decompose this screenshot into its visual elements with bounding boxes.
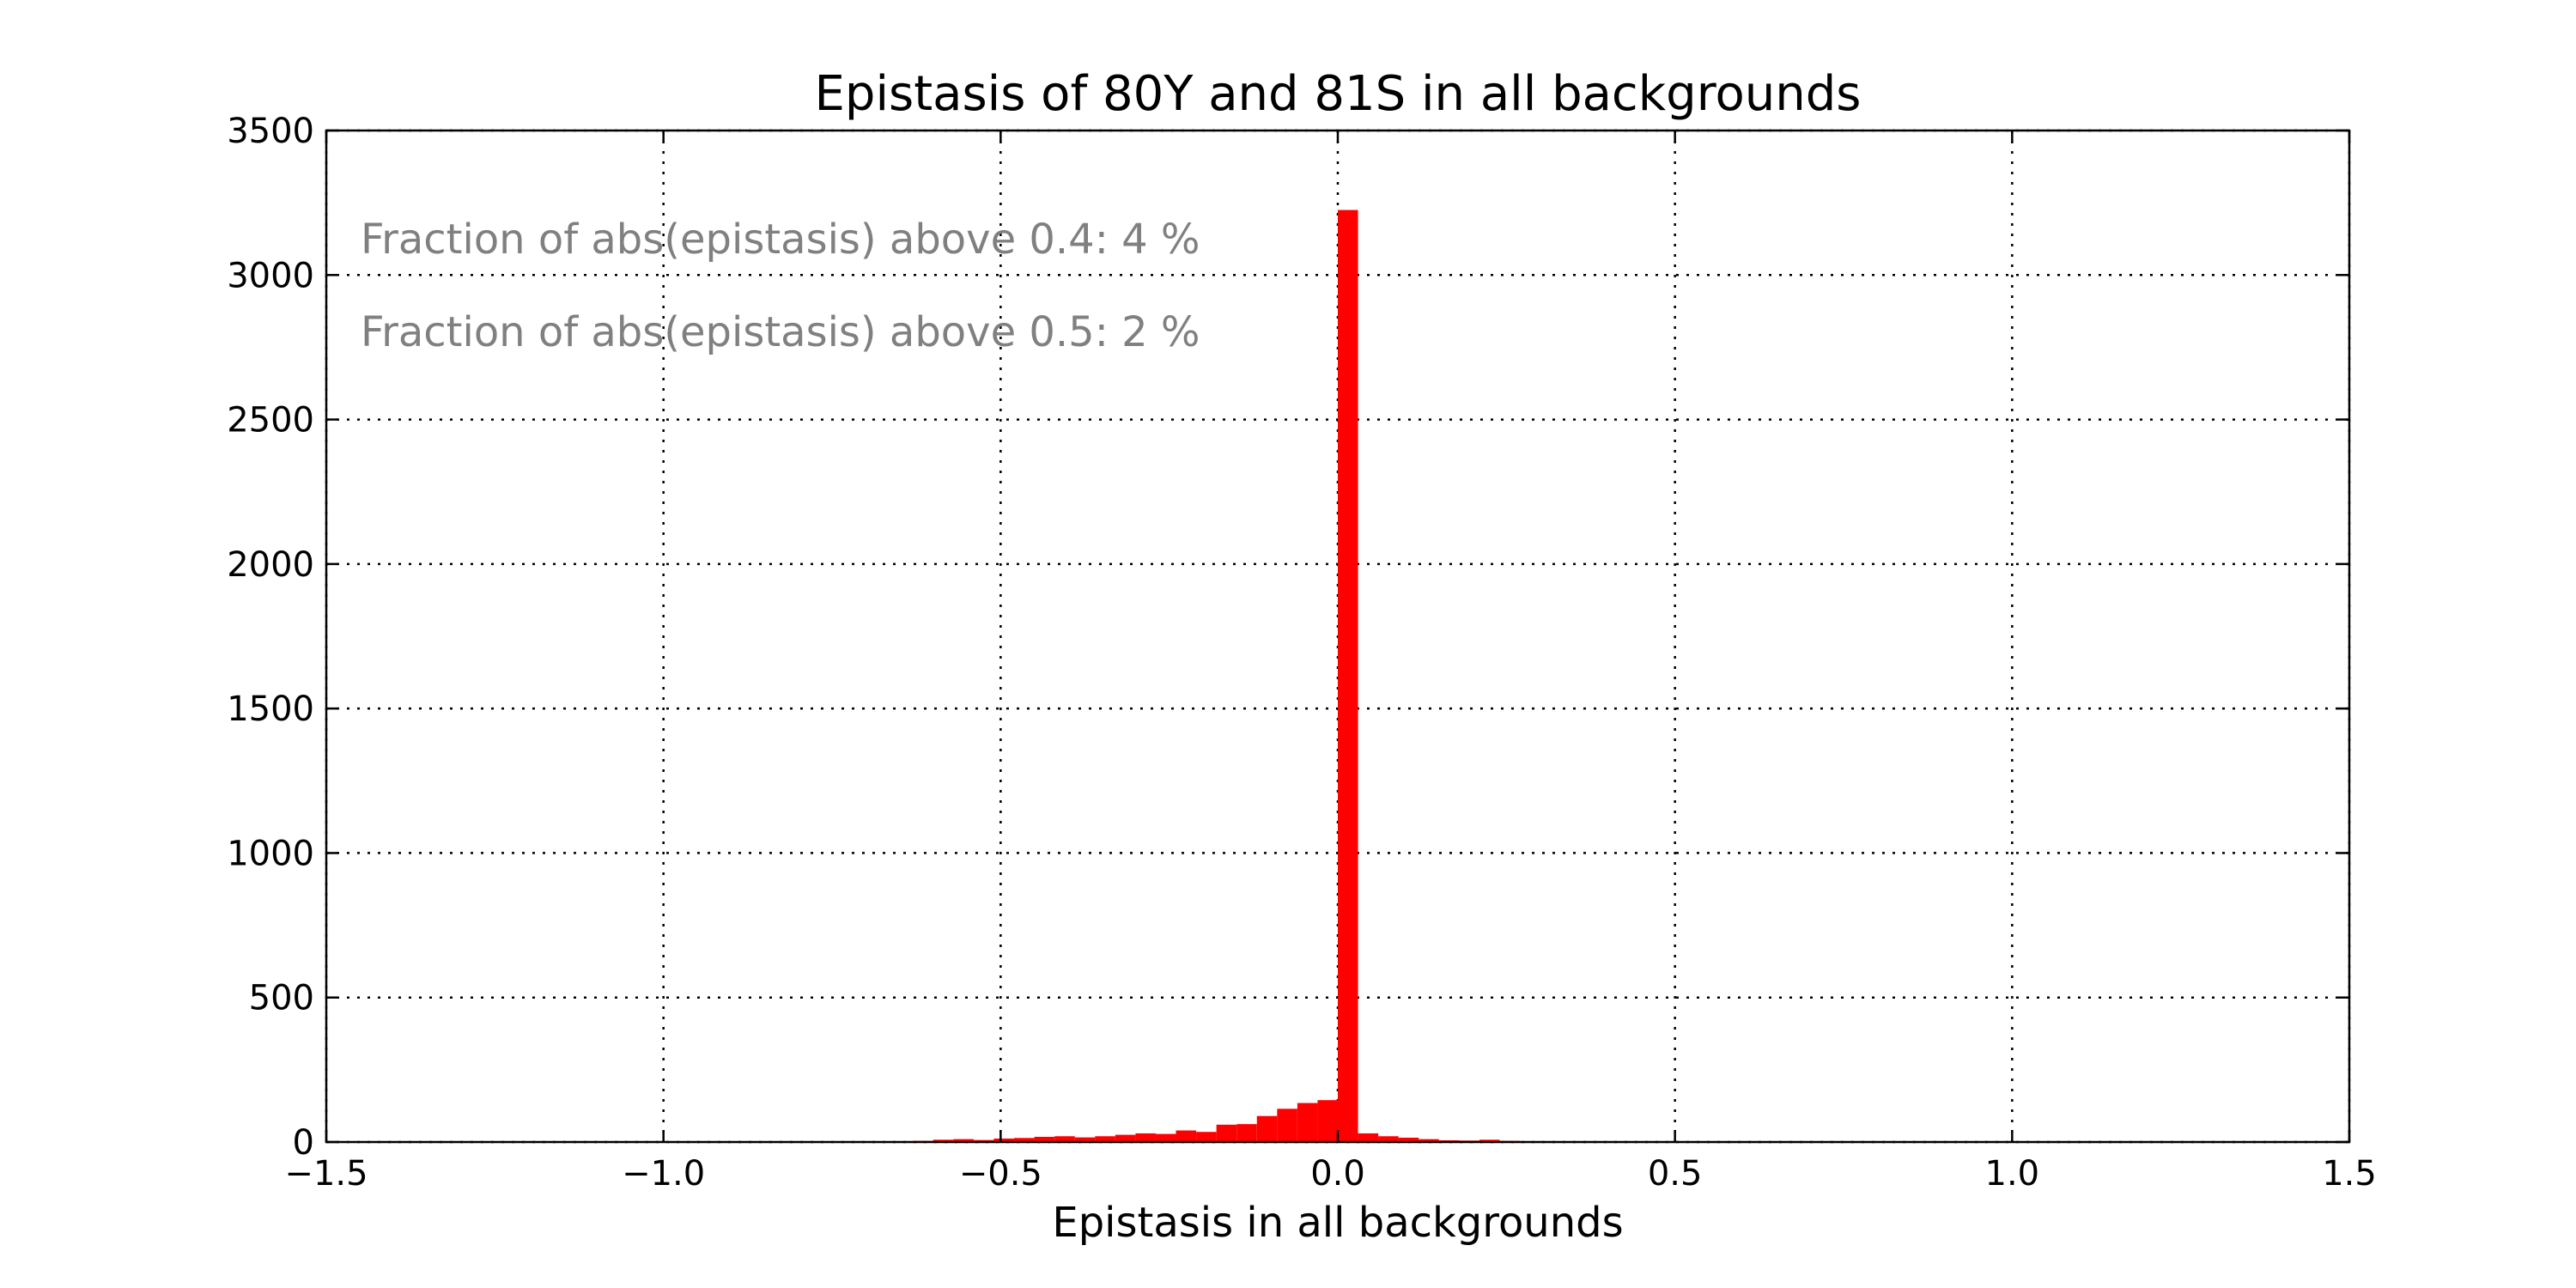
x-tick-label: −1.0: [622, 1154, 705, 1194]
y-tick-label: 1500: [227, 690, 314, 729]
y-tick-label: 3500: [227, 112, 314, 151]
histogram-bar: [1479, 1139, 1500, 1142]
x-tick-label: 0.0: [1310, 1154, 1365, 1194]
histogram-bar: [1115, 1134, 1136, 1142]
y-tick-label: 2500: [227, 401, 314, 440]
y-tick-label: 500: [249, 979, 314, 1018]
histogram-bar: [1236, 1124, 1257, 1142]
histogram-bar: [1216, 1124, 1237, 1142]
annotation-fraction-0-4: Fraction of abs(epistasis) above 0.4: 4 …: [361, 216, 1200, 264]
histogram-bars: [852, 210, 1540, 1143]
histogram-bar: [933, 1139, 954, 1142]
histogram-bar: [1155, 1133, 1176, 1142]
x-tick-label: −0.5: [959, 1154, 1042, 1194]
histogram-bar: [1358, 1133, 1379, 1142]
histogram-bar: [1398, 1137, 1419, 1142]
histogram-bar: [1014, 1138, 1035, 1142]
histogram-bar: [1277, 1109, 1297, 1142]
histogram-bar: [1338, 210, 1358, 1143]
annotation-fraction-0-5: Fraction of abs(epistasis) above 0.5: 2 …: [361, 308, 1200, 356]
histogram-bar: [1034, 1136, 1055, 1142]
x-tick-label: 1.0: [1985, 1154, 2040, 1194]
histogram-bar: [1135, 1133, 1156, 1142]
histogram-bar: [1419, 1139, 1439, 1142]
histogram-bar: [1297, 1103, 1318, 1142]
histogram-bar: [1074, 1137, 1096, 1142]
x-tick-label: −1.5: [284, 1154, 368, 1194]
histogram-bar: [1256, 1115, 1278, 1142]
histogram-bar: [1378, 1136, 1399, 1142]
histogram-bar: [1317, 1100, 1338, 1142]
histogram-bar: [1095, 1136, 1115, 1142]
histogram-bar: [1196, 1132, 1217, 1142]
histogram-bar: [1054, 1136, 1075, 1142]
y-tick-label: 1000: [227, 834, 314, 873]
histogram-bar: [953, 1139, 974, 1142]
chart-title: Epistasis of 80Y and 81S in all backgrou…: [815, 66, 1862, 122]
y-tick-label: 0: [293, 1123, 314, 1163]
x-axis-label: Epistasis in all backgrounds: [1052, 1199, 1623, 1247]
y-tick-label: 2000: [227, 545, 314, 585]
histogram-bar: [1176, 1130, 1197, 1142]
y-axis-ticks: 0 500 1000 1500 2000 2500 3000 3500: [227, 112, 2349, 1163]
histogram-bar: [993, 1138, 1015, 1142]
x-axis-ticks: −1.5 −1.0 −0.5 0.0 0.5 1.0 1.5: [284, 131, 2377, 1194]
x-tick-label: 1.5: [2322, 1154, 2377, 1194]
y-tick-label: 3000: [227, 256, 314, 295]
x-tick-label: 0.5: [1648, 1154, 1703, 1194]
